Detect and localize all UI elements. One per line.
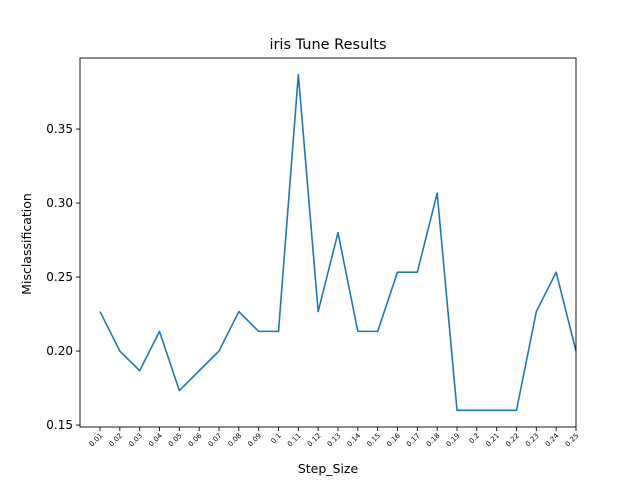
y-tick-label: 0.20 xyxy=(46,344,73,358)
axes-frame xyxy=(79,57,577,428)
x-axis-label: Step_Size xyxy=(298,461,359,476)
series-line-0 xyxy=(99,73,577,412)
y-tick-label: 0.25 xyxy=(46,270,73,284)
y-tick-label: 0.15 xyxy=(46,418,73,432)
y-tick-label: 0.35 xyxy=(46,122,73,136)
y-tick-label: 0.30 xyxy=(46,196,73,210)
chart-title: iris Tune Results xyxy=(269,37,386,53)
y-axis-label: Misclassification xyxy=(19,193,34,295)
